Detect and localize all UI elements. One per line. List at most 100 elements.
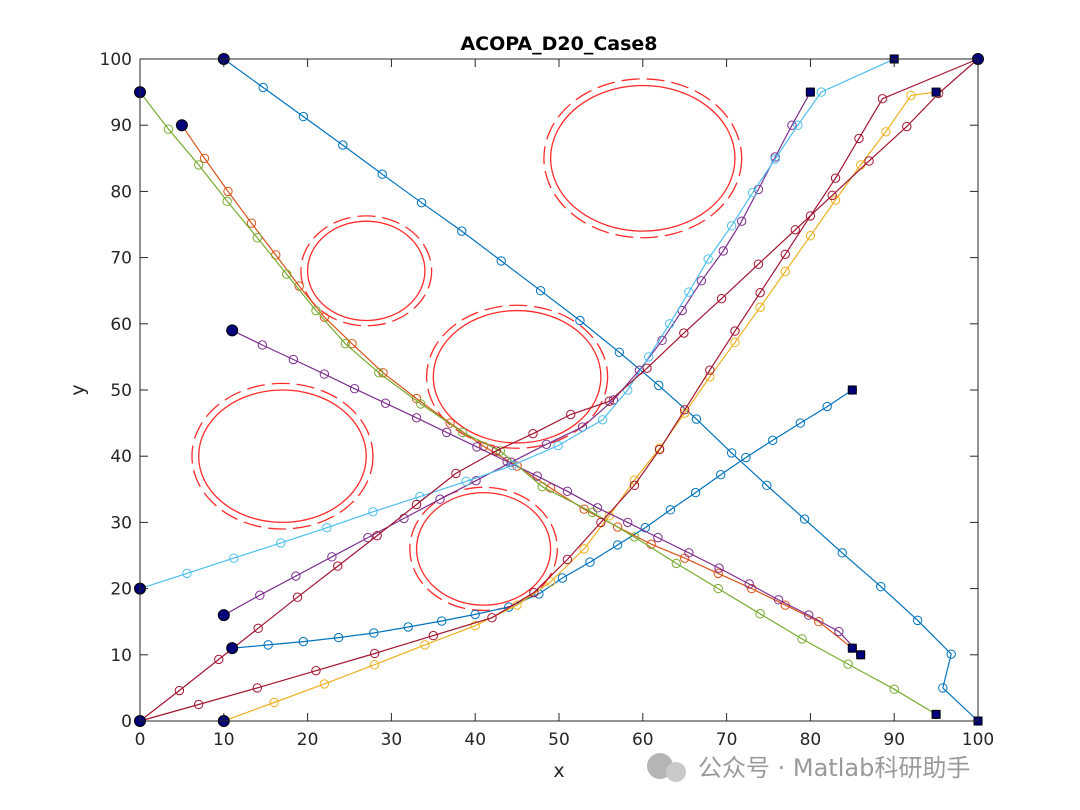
- series-point: [416, 399, 426, 409]
- y-tick-label: 50: [110, 381, 132, 401]
- y-axis-label: y: [67, 384, 89, 395]
- series-point: [457, 226, 467, 236]
- start-marker: [226, 642, 239, 655]
- series-point: [902, 121, 912, 132]
- series-point: [411, 413, 422, 423]
- y-tick-label: 0: [121, 712, 132, 732]
- series-point: [713, 583, 723, 594]
- x-tick-label: 90: [883, 730, 905, 750]
- series-point: [596, 517, 606, 528]
- series-point: [327, 552, 337, 562]
- obstacle: [198, 389, 367, 524]
- series-line: [223, 91, 937, 722]
- series-point: [653, 532, 663, 543]
- series-point: [703, 254, 713, 264]
- series-point: [258, 82, 268, 93]
- series-point: [654, 380, 664, 391]
- series-point: [864, 156, 874, 166]
- series-point: [411, 499, 422, 510]
- series-point: [713, 568, 723, 579]
- y-tick-label: 90: [110, 116, 132, 136]
- series-point: [470, 620, 480, 631]
- obstacle: [306, 220, 426, 322]
- end-marker: [856, 650, 866, 660]
- series-point: [472, 442, 482, 452]
- series-point: [793, 120, 803, 130]
- series-point: [377, 169, 387, 179]
- series-point: [946, 649, 956, 659]
- series-point: [442, 427, 452, 438]
- series-point: [604, 396, 614, 406]
- series-point: [691, 414, 702, 424]
- series-point: [222, 196, 232, 207]
- series-point: [507, 460, 517, 471]
- obstacle-layer: [191, 78, 743, 612]
- series-point: [612, 540, 623, 550]
- x-tick-label: 70: [716, 730, 738, 750]
- series-point: [877, 94, 888, 104]
- series-point: [612, 522, 623, 532]
- series-point: [747, 583, 757, 594]
- series-point: [642, 363, 652, 373]
- series-point: [363, 532, 373, 543]
- series-point: [537, 481, 547, 492]
- series-point: [906, 90, 916, 101]
- series-point: [747, 188, 758, 198]
- series-point: [319, 679, 330, 689]
- series-point: [368, 507, 378, 517]
- series-point: [174, 685, 185, 696]
- series-path-5: [227, 325, 866, 660]
- x-tick-label: 20: [297, 730, 319, 750]
- series-point: [338, 140, 348, 150]
- series-point: [696, 276, 707, 286]
- series-point: [608, 395, 619, 405]
- series-point: [471, 475, 481, 486]
- series-point: [436, 616, 447, 626]
- obstacle: [415, 491, 552, 606]
- x-tick-label: 30: [381, 730, 403, 750]
- series-point: [229, 553, 239, 563]
- start-marker: [226, 324, 239, 337]
- series-point: [528, 428, 538, 439]
- series-line: [181, 124, 853, 649]
- series-line: [231, 329, 862, 656]
- series-point: [541, 439, 552, 449]
- series-point: [753, 259, 764, 269]
- series-point: [340, 338, 351, 349]
- series-point: [843, 659, 853, 669]
- x-tick-label: 60: [632, 730, 654, 750]
- series-point: [322, 522, 332, 533]
- series-point: [199, 153, 210, 164]
- obstacle-safety-margin: [543, 78, 743, 239]
- series-point: [804, 610, 814, 620]
- series-path-3: [177, 120, 857, 653]
- series-point: [416, 197, 427, 208]
- series-point: [257, 340, 268, 350]
- series-point: [797, 634, 807, 644]
- series-point: [562, 486, 573, 496]
- series-point: [553, 440, 563, 451]
- series-point: [830, 173, 841, 183]
- series-point: [311, 665, 321, 676]
- series-path-2: [227, 385, 857, 653]
- series-point: [253, 623, 263, 634]
- series-point: [163, 124, 174, 134]
- series-line: [223, 91, 811, 616]
- series-point: [762, 480, 772, 491]
- series-point: [333, 561, 343, 571]
- series-path-8: [135, 54, 899, 594]
- series-path-6: [219, 87, 816, 620]
- series-point: [252, 233, 263, 243]
- series-point: [457, 427, 468, 438]
- series-point: [837, 548, 847, 558]
- series-point: [369, 648, 380, 659]
- series-point: [718, 246, 728, 256]
- series-point: [643, 352, 654, 362]
- x-tick-label: 40: [464, 730, 486, 750]
- series-point: [614, 347, 625, 357]
- x-tick-label: 0: [135, 730, 146, 750]
- y-tick-label: 40: [110, 447, 132, 467]
- y-tick-label: 30: [110, 513, 132, 533]
- series-point: [805, 211, 816, 221]
